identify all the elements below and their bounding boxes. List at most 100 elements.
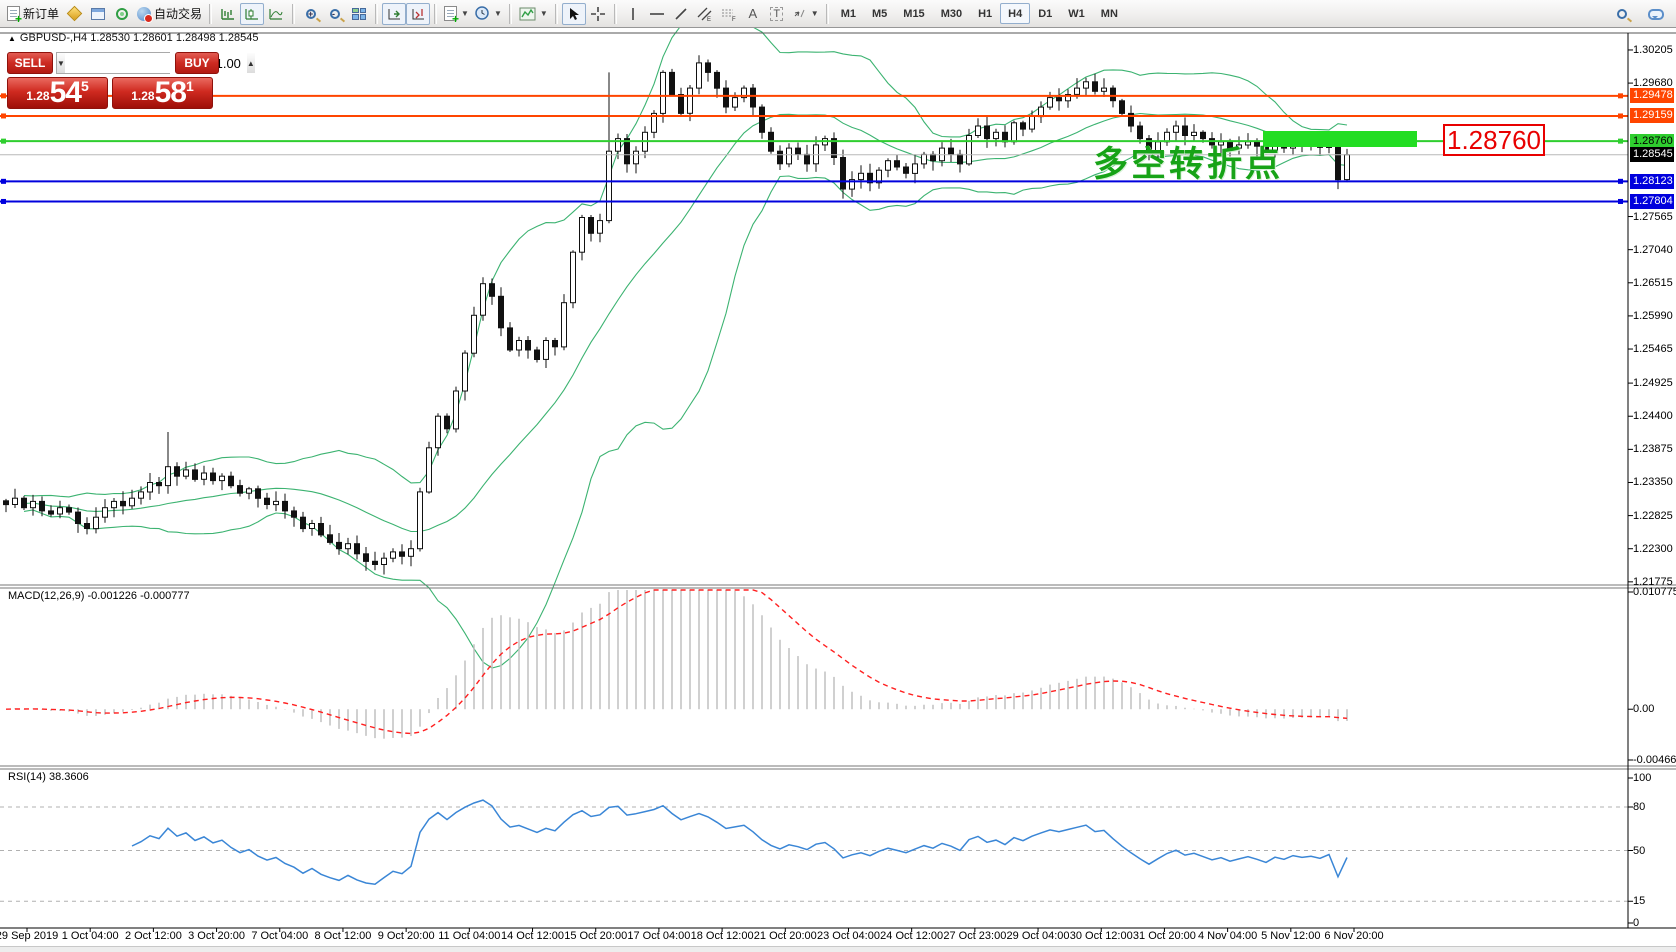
community-icon bbox=[1648, 8, 1664, 20]
rsi-label: RSI(14) 38.3606 bbox=[8, 771, 89, 783]
time-axis-label: 8 Oct 12:00 bbox=[314, 930, 372, 942]
arrows-button[interactable]: ▼ bbox=[789, 3, 822, 25]
new-chart-button[interactable]: + ▼ bbox=[441, 3, 472, 25]
fibonacci-button[interactable]: F bbox=[717, 3, 741, 25]
time-axis-label: 21 Oct 20:00 bbox=[753, 930, 817, 942]
bar-chart-icon bbox=[221, 8, 235, 20]
market-watch-button[interactable] bbox=[86, 3, 110, 25]
price-axis-label: 1.24400 bbox=[1633, 410, 1673, 423]
search-button[interactable] bbox=[1610, 3, 1634, 25]
timeframe-M30[interactable]: M30 bbox=[940, 7, 963, 20]
zoom-out-button[interactable]: - bbox=[323, 3, 347, 25]
timeframe-M1[interactable]: M1 bbox=[840, 7, 856, 20]
navigator-button[interactable] bbox=[110, 3, 134, 25]
timeframe-W1[interactable]: W1 bbox=[1068, 7, 1085, 20]
price-tag-object[interactable]: 1.28760 bbox=[1443, 124, 1545, 156]
chart-title: ▲ GBPUSD-,H4 1.28530 1.28601 1.28498 1.28… bbox=[8, 32, 258, 44]
toolbar: + 新订单 自动交易 + - bbox=[0, 0, 1676, 28]
vertical-line-button[interactable] bbox=[621, 3, 645, 25]
timeframe-D1[interactable]: D1 bbox=[1038, 7, 1053, 20]
zoom-out-icon: - bbox=[330, 8, 341, 19]
timeframe-H1[interactable]: H1 bbox=[978, 7, 993, 20]
toolbar-separator bbox=[375, 3, 379, 24]
indicators-button[interactable]: ▼ bbox=[516, 3, 551, 25]
sell-price-big: 54 bbox=[49, 76, 82, 109]
time-axis-label: 24 Oct 12:00 bbox=[880, 930, 944, 942]
arrows-icon bbox=[794, 9, 805, 18]
price-axis-label: 1.25990 bbox=[1633, 309, 1673, 322]
symbol-ohlc-text: GBPUSD-,H4 1.28530 1.28601 1.28498 1.285… bbox=[19, 32, 259, 44]
cursor-button[interactable] bbox=[561, 2, 586, 25]
trendline-button[interactable] bbox=[669, 3, 693, 25]
rsi-axis-label: 100 bbox=[1633, 772, 1652, 784]
text-label-button[interactable]: T bbox=[765, 3, 789, 25]
timeframe-H4[interactable]: H4 bbox=[1000, 3, 1031, 24]
auto-scroll-button[interactable] bbox=[382, 2, 407, 25]
chart-area: 1.30205 1.29680 1.27565 1.27040 1.26515 1.259… bbox=[0, 28, 1676, 946]
indicators-icon bbox=[519, 7, 536, 20]
price-axis-label: 1.25465 bbox=[1633, 343, 1673, 356]
rsi-axis-label: 50 bbox=[1633, 844, 1646, 857]
chart-shift-icon bbox=[412, 8, 425, 19]
equidistant-channel-button[interactable]: E bbox=[693, 3, 717, 25]
new-order-label: 新订单 bbox=[23, 7, 60, 21]
text-icon: A bbox=[748, 6, 758, 21]
horizontal-line-button[interactable] bbox=[645, 3, 669, 25]
price-axis-label: 1.27040 bbox=[1633, 243, 1673, 256]
svg-text:F: F bbox=[732, 17, 736, 21]
buy-button[interactable]: BUY bbox=[175, 52, 219, 74]
toolbar-separator bbox=[434, 3, 438, 24]
timeframe-MN[interactable]: MN bbox=[1100, 7, 1118, 20]
hline-price-label: 1.29159 bbox=[1630, 108, 1674, 124]
timeframe-M5[interactable]: M5 bbox=[872, 7, 888, 20]
sell-price-small: 1.28 bbox=[26, 89, 50, 103]
price-axis-label: 1.24925 bbox=[1633, 377, 1673, 390]
price-axis-label: 1.21775 bbox=[1633, 575, 1673, 588]
sell-button[interactable]: SELL bbox=[7, 52, 53, 74]
metaeditor-button[interactable] bbox=[62, 3, 86, 25]
highlight-rectangle-object[interactable] bbox=[1263, 131, 1417, 147]
auto-scroll-icon bbox=[388, 8, 401, 19]
zoom-in-button[interactable]: + bbox=[299, 3, 323, 25]
hline-price-label: 1.28123 bbox=[1630, 173, 1674, 189]
toolbar-separator bbox=[554, 3, 558, 24]
volume-input[interactable] bbox=[64, 53, 247, 73]
time-axis-label: 18 Oct 12:00 bbox=[690, 930, 754, 942]
price-axis-label: 1.26515 bbox=[1633, 276, 1673, 289]
cursor-icon bbox=[569, 7, 579, 20]
rsi-axis-label: 15 bbox=[1633, 895, 1646, 908]
chevron-down-icon: ▼ bbox=[493, 9, 502, 18]
tile-windows-button[interactable] bbox=[347, 3, 371, 25]
bar-chart-button[interactable] bbox=[216, 3, 240, 25]
time-axis-label: 29 Sep 2019 bbox=[0, 930, 59, 942]
hline-price-label: 1.29478 bbox=[1630, 88, 1674, 104]
community-button[interactable] bbox=[1644, 3, 1668, 25]
text-label-icon: T bbox=[770, 6, 784, 21]
new-order-button[interactable]: + 新订单 bbox=[4, 3, 62, 25]
buy-price-big: 58 bbox=[154, 76, 187, 109]
price-chart bbox=[0, 28, 1676, 932]
volume-stepper: ▼ ▲ bbox=[56, 52, 255, 74]
profiles-button[interactable]: ▼ bbox=[472, 3, 505, 25]
collapse-triangle-icon[interactable]: ▲ bbox=[8, 34, 16, 43]
chevron-down-icon: ▼ bbox=[539, 9, 548, 18]
price-axis-label: 1.23350 bbox=[1633, 476, 1673, 489]
trendline-icon bbox=[675, 7, 687, 20]
text-button[interactable]: A bbox=[741, 3, 765, 25]
crosshair-button[interactable] bbox=[586, 3, 610, 25]
macd-label: MACD(12,26,9) -0.001226 -0.000777 bbox=[8, 590, 190, 602]
buy-price-display[interactable]: 1.28 58 1 bbox=[112, 77, 213, 109]
chart-shift-button[interactable] bbox=[406, 2, 431, 25]
autotrading-button[interactable]: 自动交易 bbox=[134, 3, 205, 25]
line-chart-button[interactable] bbox=[264, 3, 288, 25]
volume-increase-button[interactable]: ▲ bbox=[246, 53, 255, 73]
chevron-down-icon: ▼ bbox=[810, 9, 819, 18]
timeframe-M15[interactable]: M15 bbox=[903, 7, 925, 20]
tile-windows-icon bbox=[352, 7, 367, 20]
candlestick-chart-button[interactable] bbox=[240, 2, 265, 25]
toolbar-separator bbox=[292, 3, 296, 24]
volume-decrease-button[interactable]: ▼ bbox=[57, 53, 65, 73]
sell-price-display[interactable]: 1.28 54 5 bbox=[7, 77, 108, 109]
time-axis-label: 9 Oct 20:00 bbox=[377, 930, 435, 942]
turning-point-annotation[interactable]: 多空转折点 bbox=[1093, 145, 1284, 184]
